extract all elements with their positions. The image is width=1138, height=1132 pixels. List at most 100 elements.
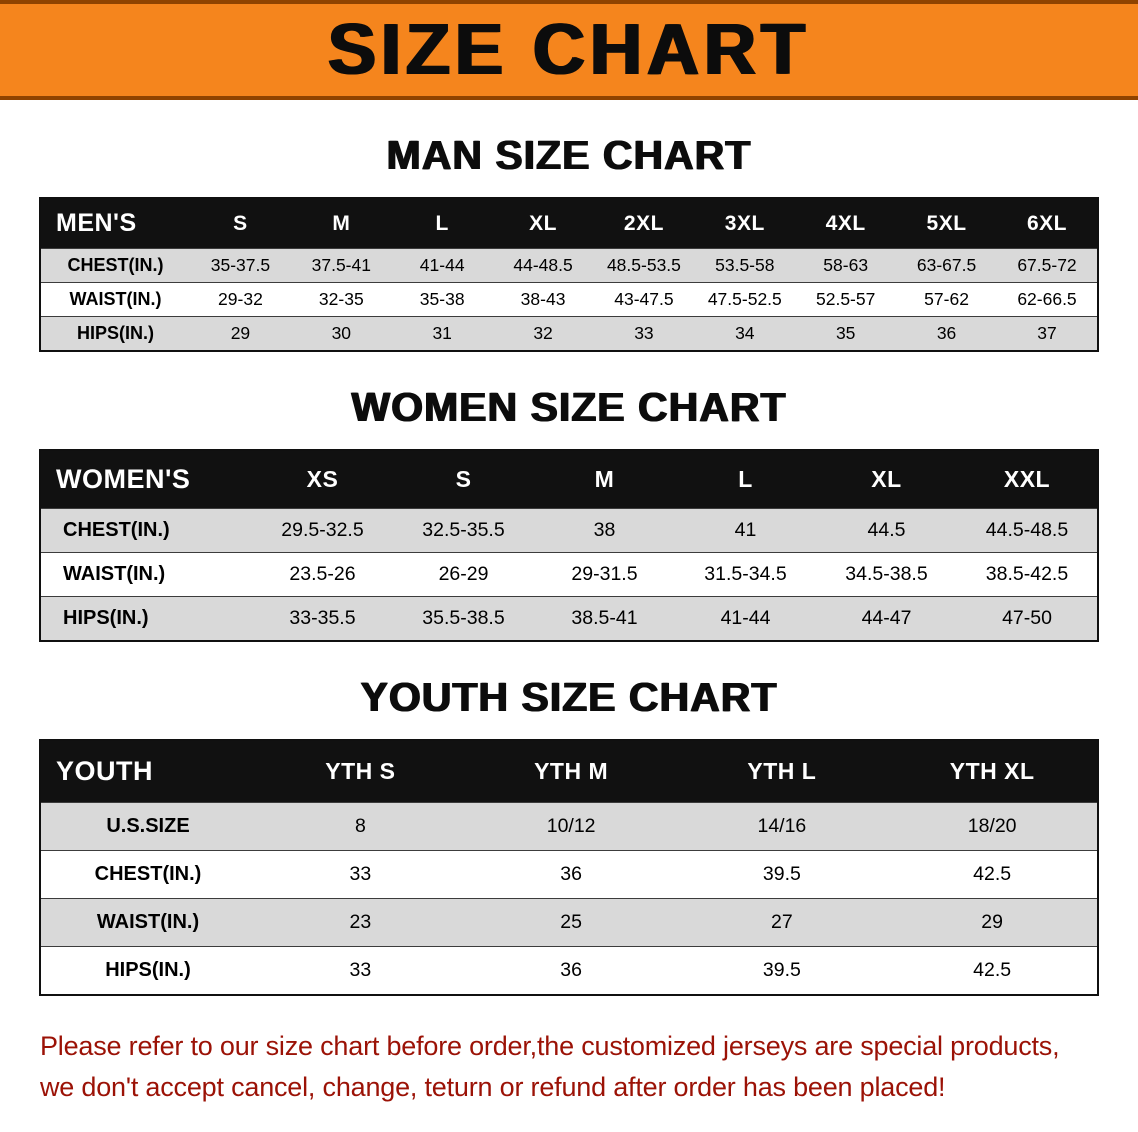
- size-value-cell: 33: [255, 946, 466, 996]
- size-value-cell: 42.5: [887, 946, 1098, 996]
- size-column-header: YTH XL: [887, 739, 1098, 803]
- men-section-heading: MAN SIZE CHART: [386, 132, 752, 178]
- size-column-header: 3XL: [694, 197, 796, 249]
- row-label: HIPS(IN.): [40, 596, 252, 642]
- size-value-cell: 41-44: [675, 596, 816, 642]
- size-value-cell: 52.5-57: [795, 282, 897, 317]
- row-label: CHEST(IN.): [40, 508, 252, 553]
- footer-disclaimer: Please refer to our size chart before or…: [40, 1026, 1138, 1107]
- size-column-header: 6XL: [997, 197, 1098, 249]
- size-value-cell: 38-43: [492, 282, 594, 317]
- size-value-cell: 35-38: [391, 282, 493, 317]
- size-value-cell: 63-67.5: [896, 248, 997, 283]
- size-value-cell: 30: [290, 316, 392, 352]
- size-column-header: YTH S: [255, 739, 466, 803]
- size-value-cell: 37: [997, 316, 1098, 352]
- size-column-header: 2XL: [593, 197, 695, 249]
- men-size-table: MEN'S S M L XL 2XL 3XL 4XL 5XL 6XL CHEST(IN.) 35-37…: [39, 197, 1099, 352]
- size-column-header: M: [534, 449, 675, 509]
- size-value-cell: 39.5: [676, 946, 888, 996]
- size-value-cell: 10/12: [465, 802, 677, 851]
- table-row: CHEST(IN.) 29.5-32.5 32.5-35.5 38 41 44.5 44.5…: [40, 508, 1098, 553]
- size-value-cell: 32: [492, 316, 594, 352]
- size-value-cell: 67.5-72: [997, 248, 1098, 283]
- size-value-cell: 37.5-41: [290, 248, 392, 283]
- size-value-cell: 44-47: [816, 596, 957, 642]
- size-value-cell: 38.5-41: [534, 596, 675, 642]
- table-title-cell: WOMEN'S: [40, 449, 252, 509]
- size-value-cell: 42.5: [887, 850, 1098, 899]
- table-title-cell: YOUTH: [40, 739, 255, 803]
- women-section-heading: WOMEN SIZE CHART: [351, 384, 787, 430]
- size-value-cell: 43-47.5: [593, 282, 695, 317]
- size-value-cell: 29-32: [190, 282, 291, 317]
- youth-section-heading: YOUTH SIZE CHART: [360, 674, 778, 720]
- table-row: WAIST(IN.) 29-32 32-35 35-38 38-43 43-47.5 47.…: [40, 282, 1098, 317]
- size-chart-page: SIZE CHART MAN SIZE CHART MEN'S S M L XL 2XL 3…: [0, 0, 1138, 1107]
- table-row: CHEST(IN.) 33 36 39.5 42.5: [40, 850, 1098, 899]
- table-row: U.S.SIZE 8 10/12 14/16 18/20: [40, 802, 1098, 851]
- size-column-header: M: [290, 197, 392, 249]
- size-value-cell: 14/16: [676, 802, 888, 851]
- size-column-header: L: [391, 197, 493, 249]
- size-value-cell: 31: [391, 316, 493, 352]
- size-value-cell: 23.5-26: [252, 552, 393, 597]
- size-column-header: XL: [492, 197, 594, 249]
- size-value-cell: 29.5-32.5: [252, 508, 393, 553]
- row-label: CHEST(IN.): [40, 248, 190, 283]
- size-value-cell: 47-50: [957, 596, 1098, 642]
- size-value-cell: 32-35: [290, 282, 392, 317]
- size-column-header: 5XL: [896, 197, 997, 249]
- size-value-cell: 29: [190, 316, 291, 352]
- size-value-cell: 48.5-53.5: [593, 248, 695, 283]
- size-value-cell: 35-37.5: [190, 248, 291, 283]
- footer-line-2: we don't accept cancel, change, teturn o…: [40, 1071, 946, 1102]
- size-value-cell: 38.5-42.5: [957, 552, 1098, 597]
- size-value-cell: 29-31.5: [534, 552, 675, 597]
- size-value-cell: 41: [675, 508, 816, 553]
- size-value-cell: 27: [676, 898, 888, 947]
- size-value-cell: 33-35.5: [252, 596, 393, 642]
- size-value-cell: 23: [255, 898, 466, 947]
- size-value-cell: 34.5-38.5: [816, 552, 957, 597]
- table-row: WAIST(IN.) 23 25 27 29: [40, 898, 1098, 947]
- size-column-header: XXL: [957, 449, 1098, 509]
- size-value-cell: 36: [896, 316, 997, 352]
- row-label: U.S.SIZE: [40, 802, 255, 851]
- table-header-row: MEN'S S M L XL 2XL 3XL 4XL 5XL 6XL: [40, 197, 1098, 249]
- size-value-cell: 57-62: [896, 282, 997, 317]
- size-value-cell: 32.5-35.5: [393, 508, 534, 553]
- size-value-cell: 44.5: [816, 508, 957, 553]
- size-value-cell: 62-66.5: [997, 282, 1098, 317]
- table-row: HIPS(IN.) 29 30 31 32 33 34 35 36 37: [40, 316, 1098, 352]
- table-header-row: YOUTH YTH S YTH M YTH L YTH XL: [40, 739, 1098, 803]
- size-value-cell: 8: [255, 802, 466, 851]
- size-column-header: YTH M: [465, 739, 677, 803]
- size-value-cell: 36: [465, 946, 677, 996]
- size-value-cell: 58-63: [795, 248, 897, 283]
- size-chart-content: MAN SIZE CHART MEN'S S M L XL 2XL 3XL 4XL 5XL 6XL…: [0, 132, 1138, 1107]
- row-label: HIPS(IN.): [40, 316, 190, 352]
- size-column-header: S: [190, 197, 291, 249]
- size-value-cell: 44-48.5: [492, 248, 594, 283]
- size-value-cell: 47.5-52.5: [694, 282, 796, 317]
- table-row: HIPS(IN.) 33-35.5 35.5-38.5 38.5-41 41-44 44-…: [40, 596, 1098, 642]
- table-row: CHEST(IN.) 35-37.5 37.5-41 41-44 44-48.5 48.5…: [40, 248, 1098, 283]
- table-row: WAIST(IN.) 23.5-26 26-29 29-31.5 31.5-34.5 34…: [40, 552, 1098, 597]
- footer-line-1: Please refer to our size chart before or…: [40, 1031, 1060, 1061]
- women-size-table: WOMEN'S XS S M L XL XXL CHEST(IN.) 29.5-32.5 32.5…: [39, 449, 1099, 642]
- size-value-cell: 35.5-38.5: [393, 596, 534, 642]
- size-value-cell: 18/20: [887, 802, 1098, 851]
- size-value-cell: 35: [795, 316, 897, 352]
- size-value-cell: 38: [534, 508, 675, 553]
- size-value-cell: 44.5-48.5: [957, 508, 1098, 553]
- table-title-cell: MEN'S: [40, 197, 190, 249]
- row-label: WAIST(IN.): [40, 552, 252, 597]
- size-column-header: S: [393, 449, 534, 509]
- size-value-cell: 41-44: [391, 248, 493, 283]
- size-value-cell: 26-29: [393, 552, 534, 597]
- table-header-row: WOMEN'S XS S M L XL XXL: [40, 449, 1098, 509]
- banner: SIZE CHART: [0, 0, 1138, 100]
- page-title: SIZE CHART: [328, 10, 810, 90]
- row-label: CHEST(IN.): [40, 850, 255, 899]
